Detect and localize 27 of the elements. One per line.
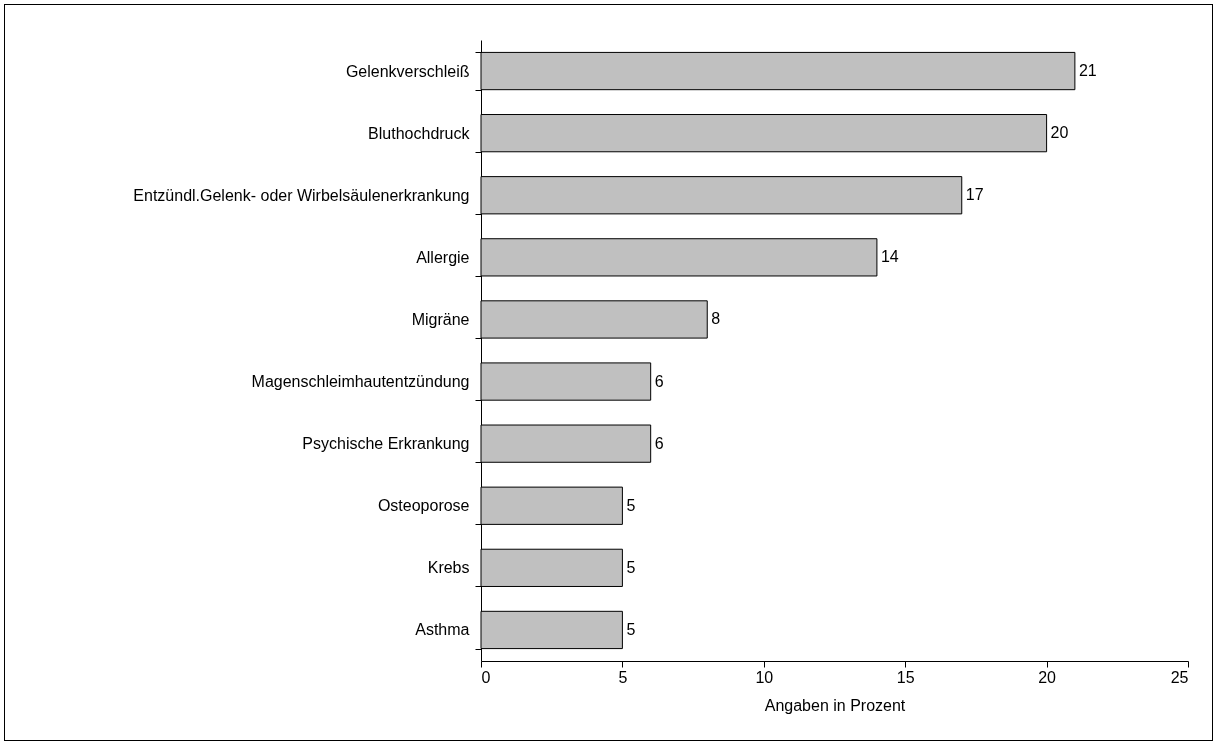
data-label: 5 — [626, 496, 636, 514]
data-label: 6 — [654, 434, 664, 452]
y-tick-label: Gelenkverschleiß — [345, 62, 470, 80]
y-tick-label: Krebs — [427, 559, 470, 577]
x-tick-label: 25 — [1170, 668, 1189, 686]
data-label: 21 — [1078, 62, 1097, 80]
x-tick-label: 15 — [896, 668, 915, 686]
y-tick-label: Entzündl.Gelenk- oder Wirbelsäulenerkrankung — [133, 186, 470, 204]
y-tick-label: Allergie — [416, 248, 470, 266]
data-label: 8 — [711, 310, 721, 328]
x-tick-label: 20 — [1038, 668, 1057, 686]
y-tick-label: Magenschleimhautentzündung — [251, 373, 470, 391]
x-axis-title: Angaben in Prozent — [764, 696, 906, 714]
data-label: 5 — [626, 558, 636, 576]
data-label: 17 — [965, 186, 984, 204]
data-label: 20 — [1050, 124, 1069, 142]
data-label: 6 — [654, 372, 664, 390]
y-tick-label: Migräne — [411, 310, 470, 328]
y-tick-label: Psychische Erkrankung — [302, 435, 470, 453]
y-tick-label: Bluthochdruck — [368, 124, 471, 142]
y-tick-label: Osteoporose — [377, 497, 470, 515]
data-label: 14 — [880, 248, 899, 266]
x-tick-label: 5 — [618, 668, 628, 686]
data-label: 5 — [626, 620, 636, 638]
y-tick-label: Asthma — [415, 621, 470, 639]
x-tick-label: 0 — [481, 668, 491, 686]
x-tick-label: 10 — [755, 668, 774, 686]
